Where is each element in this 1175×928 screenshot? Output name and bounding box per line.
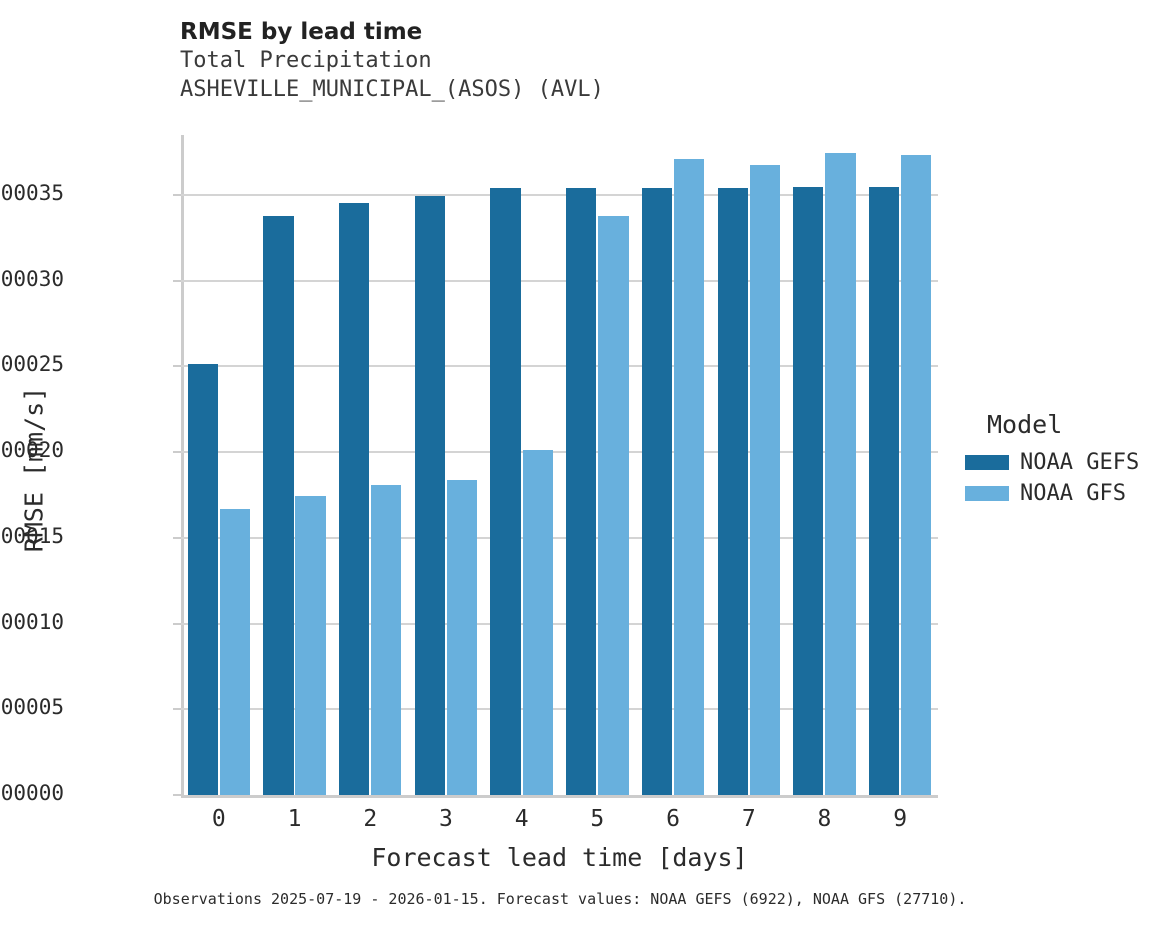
bar bbox=[717, 187, 748, 795]
chart-caption: Observations 2025-07-19 - 2026-01-15. Fo… bbox=[153, 890, 967, 908]
y-tick-mark bbox=[173, 365, 181, 368]
y-tick-mark bbox=[173, 622, 181, 625]
bar bbox=[339, 202, 370, 795]
bar bbox=[295, 495, 326, 795]
x-tick-label: 9 bbox=[893, 806, 908, 832]
legend-swatch-icon bbox=[965, 486, 1009, 501]
legend: Model NOAA GEFS NOAA GFS bbox=[965, 410, 1170, 509]
bar bbox=[446, 480, 478, 795]
bar bbox=[414, 195, 445, 795]
bar bbox=[793, 187, 824, 795]
legend-label: NOAA GEFS bbox=[1020, 450, 1140, 475]
y-tick-mark bbox=[173, 536, 181, 539]
x-axis-spine bbox=[181, 795, 938, 798]
x-axis-title: Forecast lead time [days] bbox=[371, 843, 748, 872]
x-tick-label: 1 bbox=[287, 806, 302, 832]
y-tick-label: 0.00010 bbox=[0, 609, 64, 634]
y-tick-mark bbox=[173, 194, 181, 196]
bar bbox=[263, 216, 294, 795]
y-tick-label: 0.00000 bbox=[0, 781, 64, 805]
chart-subtitle: Total Precipitation bbox=[180, 48, 432, 73]
bar bbox=[641, 187, 673, 795]
y-axis-spine bbox=[181, 135, 184, 797]
legend-item[interactable]: NOAA GFS bbox=[965, 478, 1170, 509]
bar bbox=[598, 215, 629, 795]
bar bbox=[371, 485, 402, 795]
legend-title: Model bbox=[987, 410, 1063, 439]
bar bbox=[868, 186, 900, 795]
y-tick-mark bbox=[173, 279, 181, 282]
legend-entries: NOAA GEFS NOAA GFS bbox=[965, 447, 1170, 509]
bar bbox=[901, 154, 932, 795]
y-tick-mark bbox=[173, 794, 181, 796]
bar bbox=[749, 164, 780, 795]
chart-subtitle-station: ASHEVILLE_MUNICIPAL_(ASOS) (AVL) bbox=[180, 77, 604, 102]
legend-item[interactable]: NOAA GEFS bbox=[965, 447, 1170, 478]
bar bbox=[490, 187, 521, 795]
bar bbox=[825, 152, 856, 795]
x-tick-label: 5 bbox=[590, 806, 605, 832]
x-tick-label: 7 bbox=[741, 806, 756, 832]
y-tick-label: 0.00025 bbox=[0, 352, 64, 377]
bar bbox=[522, 449, 553, 795]
y-tick-label: 0.00005 bbox=[0, 695, 64, 720]
y-tick-label: 0.00030 bbox=[0, 266, 64, 291]
legend-swatch-icon bbox=[965, 455, 1009, 470]
bar bbox=[187, 364, 218, 795]
x-tick-label: 0 bbox=[211, 806, 226, 832]
gridline bbox=[181, 365, 938, 368]
x-tick-label: 2 bbox=[363, 806, 378, 832]
gridline bbox=[181, 194, 938, 196]
bar bbox=[219, 508, 251, 795]
y-tick-mark bbox=[173, 708, 181, 711]
gridline bbox=[181, 279, 938, 282]
y-tick-label: 0.00020 bbox=[0, 438, 64, 463]
y-axis-title: RMSE [mm/s] bbox=[19, 386, 49, 553]
gridline bbox=[181, 536, 938, 539]
y-tick-label: 0.00035 bbox=[0, 181, 64, 205]
x-tick-label: 3 bbox=[439, 806, 453, 832]
page-title: RMSE by lead time bbox=[180, 19, 423, 45]
title-block: RMSE by lead time Total Precipitation AS… bbox=[180, 18, 940, 104]
gridline bbox=[181, 708, 938, 711]
plot-area bbox=[181, 135, 938, 795]
x-tick-label: 8 bbox=[817, 806, 832, 832]
y-tick-mark bbox=[173, 451, 181, 454]
x-tick-label: 6 bbox=[666, 806, 680, 832]
gridline bbox=[181, 451, 938, 454]
y-tick-label: 0.00015 bbox=[0, 523, 64, 548]
bar bbox=[673, 158, 705, 795]
gridline bbox=[181, 622, 938, 625]
x-tick-label: 4 bbox=[514, 806, 529, 832]
bar bbox=[566, 188, 597, 795]
legend-label: NOAA GFS bbox=[1020, 481, 1126, 506]
